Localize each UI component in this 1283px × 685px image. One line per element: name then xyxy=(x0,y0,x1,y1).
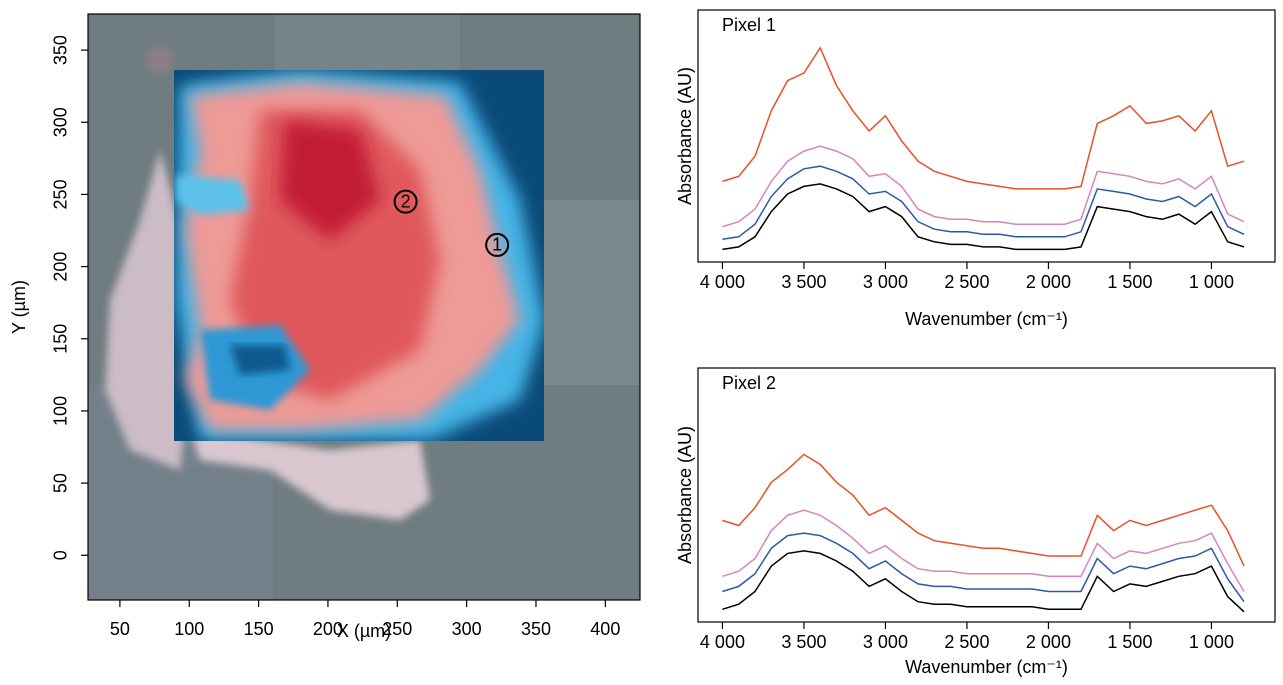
plot-frame xyxy=(697,9,1276,263)
x-tick-label: 350 xyxy=(521,619,551,639)
x-tick-label: 2 000 xyxy=(1026,632,1071,652)
panel-title: Pixel 2 xyxy=(722,373,776,393)
x-tick-label: 400 xyxy=(590,619,620,639)
micrograph xyxy=(88,14,640,600)
y-tick-label: 0 xyxy=(51,550,71,560)
spectrum-line xyxy=(722,165,1245,241)
x-tick-label: 3 000 xyxy=(863,272,908,292)
marker-label: 1 xyxy=(492,235,502,255)
x-tick-label: 50 xyxy=(110,619,130,639)
plot-frame xyxy=(697,367,1276,623)
x-tick-label: 2 500 xyxy=(944,272,989,292)
x-tick-label: 200 xyxy=(313,619,343,639)
marker xyxy=(393,189,418,214)
y-axis-label: Absorbance (AU) xyxy=(675,426,695,564)
y-tick-label: 250 xyxy=(51,179,71,209)
x-axis-label: Wavenumber (cm⁻¹) xyxy=(905,309,1068,329)
x-tick-label: 1 500 xyxy=(1107,272,1152,292)
x-tick-label: 2 000 xyxy=(1026,272,1071,292)
y-tick-label: 300 xyxy=(51,107,71,137)
spectrum-line xyxy=(722,550,1245,613)
y-tick-label: 100 xyxy=(51,396,71,426)
spectrum-line xyxy=(722,145,1245,228)
x-tick-label: 1 000 xyxy=(1189,632,1234,652)
x-tick-label: 3 500 xyxy=(781,632,826,652)
x-tick-label: 4 000 xyxy=(700,632,745,652)
spectrum-line xyxy=(722,509,1245,592)
spectrum-line xyxy=(722,532,1245,603)
plot-frame xyxy=(87,13,641,601)
x-tick-label: 1 000 xyxy=(1189,272,1234,292)
y-tick-label: 150 xyxy=(51,324,71,354)
x-tick-label: 300 xyxy=(452,619,482,639)
y-axis-label: Y (µm) xyxy=(9,280,29,334)
y-tick-label: 350 xyxy=(51,35,71,65)
x-tick-label: 1 500 xyxy=(1107,632,1152,652)
spectrum-line xyxy=(722,46,1245,190)
panel-title: Pixel 1 xyxy=(722,15,776,35)
x-tick-label: 150 xyxy=(244,619,274,639)
y-tick-label: 50 xyxy=(51,473,71,493)
spectrum-line xyxy=(722,183,1245,251)
marker-label: 2 xyxy=(401,191,411,211)
x-tick-label: 3 500 xyxy=(781,272,826,292)
marker xyxy=(485,232,510,257)
x-tick-label: 4 000 xyxy=(700,272,745,292)
x-tick-label: 100 xyxy=(174,619,204,639)
spectrum-line xyxy=(722,453,1245,567)
x-tick-label: 2 500 xyxy=(944,632,989,652)
x-tick-label: 3 000 xyxy=(863,632,908,652)
x-tick-label: 250 xyxy=(382,619,412,639)
y-tick-label: 200 xyxy=(51,252,71,282)
x-axis-label: X (µm) xyxy=(337,621,391,641)
x-axis-label: Wavenumber (cm⁻¹) xyxy=(905,657,1068,677)
y-axis-label: Absorbance (AU) xyxy=(675,67,695,205)
